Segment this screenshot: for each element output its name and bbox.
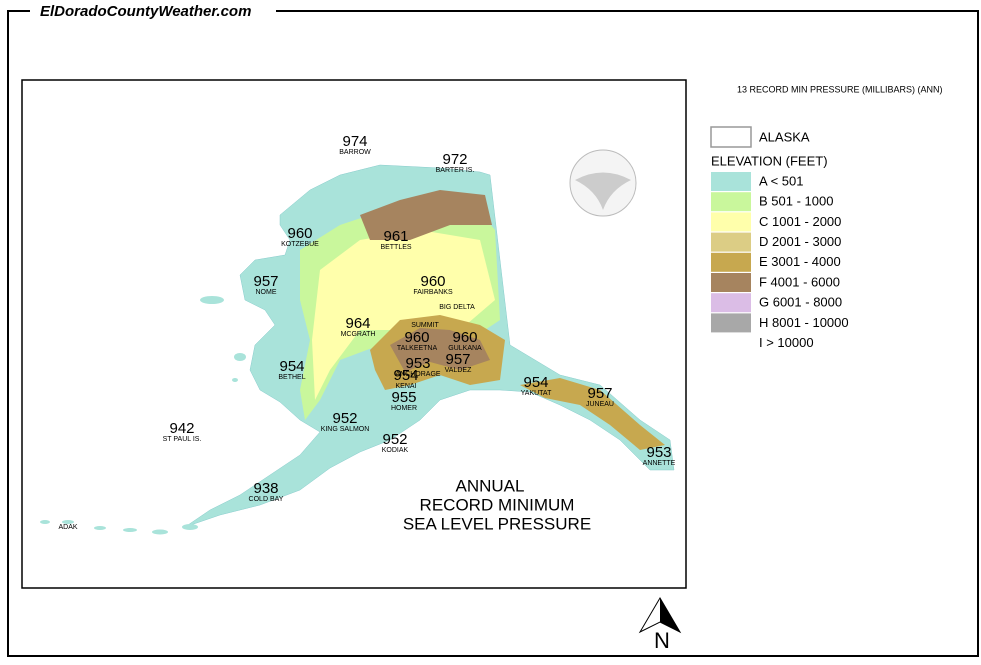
region-swatch — [710, 126, 752, 148]
legend-label: A < 501 — [759, 173, 803, 188]
station-value: 957 — [253, 273, 278, 290]
station-name: NOME — [256, 289, 277, 296]
station-name: GULKANA — [448, 345, 482, 352]
station-value: 953 — [646, 444, 671, 461]
station-name: KENAI — [395, 383, 416, 390]
station-name: ANNETTE — [643, 460, 676, 467]
station-name: SUMMIT — [411, 322, 439, 329]
brooks-range — [360, 190, 492, 240]
aleutians — [40, 378, 238, 535]
island — [182, 524, 198, 530]
region-label: ALASKA — [759, 129, 810, 144]
station-name: ST PAUL IS. — [163, 436, 202, 443]
island — [123, 528, 137, 532]
station-name: BIG DELTA — [439, 304, 475, 311]
island — [152, 529, 168, 535]
st-lawrence-island — [200, 296, 224, 304]
legend-label: C 1001 - 2000 — [759, 214, 841, 229]
station-name: HOMER — [391, 405, 417, 412]
station-value: 964 — [345, 315, 370, 332]
north-label: N — [654, 628, 670, 653]
station-value: 942 — [169, 420, 194, 437]
legend-swatch — [711, 212, 751, 232]
station-value: 957 — [587, 385, 612, 402]
legend-swatch — [711, 273, 751, 292]
header-mask — [30, 2, 276, 22]
island — [232, 378, 238, 382]
legend-label: D 2001 - 3000 — [759, 234, 841, 249]
legend-swatch — [711, 192, 751, 212]
station-value: 957 — [445, 351, 470, 368]
island — [40, 520, 50, 524]
station-value: 974 — [342, 133, 367, 150]
station-value: 954 — [279, 358, 304, 375]
station-value: 938 — [253, 480, 278, 497]
station-value: 955 — [391, 389, 416, 406]
station-value: 960 — [404, 329, 429, 346]
legend-label: B 501 - 1000 — [759, 194, 833, 209]
island — [62, 520, 74, 524]
map-title-line: SEA LEVEL PRESSURE — [403, 514, 591, 533]
site-title: ElDoradoCountyWeather.com — [40, 3, 251, 20]
station-value: 954 — [523, 374, 548, 391]
noaa-logo — [569, 149, 637, 217]
station-name: VALDEZ — [445, 367, 472, 374]
station-value: 960 — [452, 329, 477, 346]
logo-bird — [575, 172, 631, 210]
station-value: 952 — [332, 410, 357, 427]
legend-swatch — [711, 232, 751, 252]
station-name: MCGRATH — [341, 331, 376, 338]
upland — [312, 230, 495, 400]
alaska-land — [40, 164, 675, 535]
legend-swatch — [711, 293, 751, 313]
station-value: 972 — [442, 151, 467, 168]
station-name: YAKUTAT — [521, 390, 552, 397]
north-arrow: N — [638, 597, 682, 653]
station-value: 954 — [393, 367, 418, 384]
station-value: 960 — [420, 273, 445, 290]
legend-label: G 6001 - 8000 — [759, 295, 842, 310]
station-value: 960 — [287, 225, 312, 242]
legend-label: E 3001 - 4000 — [759, 254, 841, 269]
nunivak-island — [234, 353, 246, 361]
station-name: COLD BAY — [249, 496, 284, 503]
station-name: BARROW — [339, 149, 371, 156]
legend-swatch — [711, 172, 751, 191]
map-title-line: ANNUAL — [456, 476, 525, 495]
station-name: KODIAK — [382, 447, 409, 454]
alaska-range-high — [390, 328, 490, 372]
outer-frame — [7, 10, 979, 657]
station-name: KING SALMON — [321, 426, 370, 433]
station-name: ADAK — [58, 524, 77, 531]
station-name: BARTER IS. — [436, 167, 475, 174]
station-name: FAIRBANKS — [413, 289, 453, 296]
legend-caption: 13 RECORD MIN PRESSURE (MILLIBARS) (ANN) — [737, 84, 943, 94]
panhandle-mountains — [520, 378, 665, 450]
legend-label: F 4001 - 6000 — [759, 274, 840, 289]
station-name: TALKEETNA — [397, 345, 438, 352]
station-value: 952 — [382, 431, 407, 448]
legend-swatch — [711, 313, 751, 333]
island — [94, 526, 106, 530]
station-name: ANCHORAGE — [395, 371, 440, 378]
station-name: KOTZEBUE — [281, 241, 319, 248]
arrow-shade — [660, 598, 680, 632]
legend-label: H 8001 - 10000 — [759, 315, 849, 330]
station-name: JUNEAU — [586, 401, 614, 408]
legend-label: I > 10000 — [759, 335, 814, 350]
station-value: 961 — [383, 228, 408, 245]
legend-swatch — [711, 252, 751, 272]
station-value: 953 — [405, 355, 430, 372]
station-name: BETHEL — [278, 374, 305, 381]
station-name: BETTLES — [380, 244, 411, 251]
map-title-line: RECORD MINIMUM — [420, 495, 575, 514]
legend-heading: ELEVATION (FEET) — [711, 153, 828, 168]
legend-items: A < 501 B 501 - 1000 C 1001 - 2000 D 2001 -… — [711, 172, 849, 350]
